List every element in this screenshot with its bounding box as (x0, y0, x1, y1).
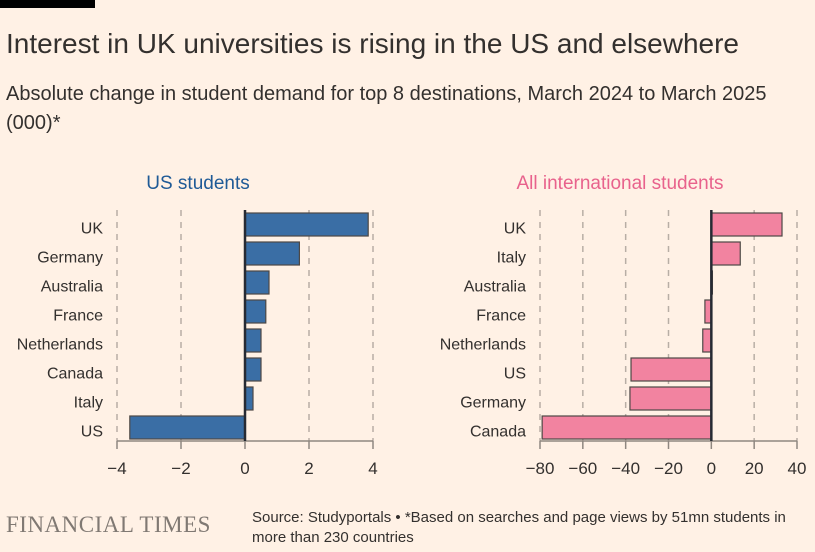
category-label: Australia (41, 279, 103, 296)
bar-uk (244, 212, 369, 237)
category-label: US (504, 366, 526, 383)
category-label: Germany (460, 395, 526, 412)
category-label: Italy (74, 395, 103, 412)
bar-canada (541, 415, 712, 440)
category-label: UK (504, 221, 527, 238)
x-tick-label: −20 (654, 459, 683, 478)
category-label: UK (81, 221, 104, 238)
chart-subtitle: Absolute change in student demand for to… (6, 83, 767, 134)
bar-canada (244, 357, 262, 382)
x-tick-label: 0 (240, 459, 249, 478)
x-tick-label: 20 (745, 459, 764, 478)
category-label: Australia (464, 279, 526, 296)
ft-logo: FINANCIAL TIMES (6, 512, 211, 537)
bar-us (129, 415, 246, 440)
category-label: France (53, 308, 103, 325)
category-label: Netherlands (17, 337, 103, 354)
x-tick-label: −2 (171, 459, 190, 478)
bar-germany (244, 241, 301, 266)
panel-title: US students (146, 173, 250, 194)
x-tick-label: −4 (107, 459, 126, 478)
source-note: Source: Studyportals • *Based on searche… (252, 509, 786, 546)
bar-australia (244, 270, 270, 295)
bar-netherlands (244, 328, 262, 353)
x-tick-label: 4 (368, 459, 377, 478)
bar-germany (629, 386, 712, 411)
bar-uk (710, 212, 783, 237)
category-label: Canada (470, 424, 526, 441)
x-tick-label: 2 (304, 459, 313, 478)
category-label: France (476, 308, 526, 325)
category-label: US (81, 424, 103, 441)
x-tick-label: 0 (707, 459, 716, 478)
category-label: Canada (47, 366, 103, 383)
bar-italy (710, 241, 741, 266)
x-tick-label: −40 (611, 459, 640, 478)
category-label: Germany (37, 250, 103, 267)
bar-france (244, 299, 267, 324)
ft-top-bar (0, 0, 95, 8)
category-label: Italy (497, 250, 526, 267)
x-tick-label: −80 (526, 459, 555, 478)
x-tick-label: 40 (788, 459, 807, 478)
bar-netherlands (702, 328, 712, 353)
bar-us (630, 357, 712, 382)
panel-title: All international students (516, 173, 723, 194)
category-label: Netherlands (440, 337, 526, 354)
chart-title: Interest in UK universities is rising in… (6, 28, 740, 59)
x-tick-label: −60 (568, 459, 597, 478)
